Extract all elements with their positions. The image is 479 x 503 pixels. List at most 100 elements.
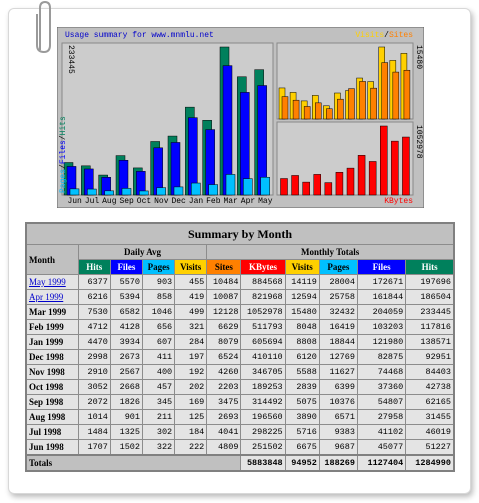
number-cell: 202 — [174, 379, 208, 395]
total-cell: 5883848 — [240, 454, 286, 472]
number-cell: 41102 — [356, 424, 407, 440]
legend-item: Hits — [59, 116, 68, 135]
x-tick-label: Mar — [223, 197, 238, 206]
number-cell: 42738 — [405, 379, 455, 395]
number-cell: 222 — [174, 439, 208, 456]
number-cell: 25758 — [318, 289, 358, 305]
number-cell: 4041 — [206, 424, 242, 440]
x-tick-label: Sep — [119, 197, 134, 206]
number-cell: 4712 — [77, 319, 111, 335]
number-cell: 62165 — [405, 394, 455, 410]
table-row: Month Daily Avg Monthly Totals — [25, 244, 455, 275]
month-cell: Jul 1998 — [25, 424, 79, 440]
table-row: Oct 1998 3052 2668 457 202 2203 189253 2839 6399… — [25, 379, 455, 395]
bar — [368, 161, 377, 196]
number-cell: 12128 — [206, 304, 242, 320]
legend-separator: / — [59, 135, 68, 140]
legend-separator: / — [384, 31, 389, 40]
number-cell: 607 — [142, 334, 176, 350]
number-cell: 8048 — [284, 319, 320, 335]
bar — [260, 176, 270, 196]
number-cell: 322 — [142, 439, 176, 456]
paperclip — [36, 0, 51, 54]
bar — [87, 188, 97, 196]
total-cell: 188269 — [318, 454, 358, 472]
number-cell: 12769 — [318, 349, 358, 365]
number-cell: 1046 — [142, 304, 176, 320]
bar — [208, 184, 218, 196]
number-cell: 3475 — [206, 394, 242, 410]
number-cell: 7530 — [77, 304, 111, 320]
number-cell: 196560 — [240, 409, 286, 425]
bar — [243, 178, 253, 196]
table-row: Jul 1998 1484 1325 302 184 4041 298225 5716 9383… — [25, 424, 455, 440]
bar — [348, 88, 355, 120]
table-row: Aug 1998 1014 901 211 125 2693 196560 3890 6571 2… — [25, 409, 455, 425]
total-cell: 1127404 — [356, 454, 407, 472]
table-row: Dec 1998 2998 2673 411 197 6524 410110 6120 1276… — [25, 349, 455, 365]
total-cell: 94952 — [284, 454, 320, 472]
number-cell: 6120 — [284, 349, 320, 365]
column-group-header: Daily Avg — [77, 244, 208, 260]
x-tick-label: May — [258, 197, 273, 206]
bar — [139, 190, 149, 196]
number-cell: 6582 — [109, 304, 144, 320]
number-cell: 11627 — [318, 364, 358, 380]
number-cell: 1052978 — [240, 304, 286, 320]
number-cell: 2673 — [109, 349, 144, 365]
number-cell: 10484 — [206, 274, 242, 290]
number-cell: 821968 — [240, 289, 286, 305]
number-cell: 1325 — [109, 424, 144, 440]
bar — [391, 140, 399, 196]
bar — [302, 181, 310, 196]
column-header: Visits — [284, 259, 320, 275]
number-cell: 511793 — [240, 319, 286, 335]
number-cell: 84403 — [405, 364, 455, 380]
number-cell: 45077 — [356, 439, 407, 456]
month-cell: Aug 1998 — [25, 409, 79, 425]
month-cell: Nov 1998 — [25, 364, 79, 380]
legend-item: KBytes — [384, 197, 413, 206]
bar — [191, 182, 201, 196]
plot-area — [276, 121, 414, 196]
number-cell: 302 — [142, 424, 176, 440]
number-cell: 14119 — [284, 274, 320, 290]
number-cell: 197 — [174, 349, 208, 365]
number-cell: 1707 — [77, 439, 111, 456]
number-cell: 5588 — [284, 364, 320, 380]
number-cell: 410110 — [240, 349, 286, 365]
number-cell: 6629 — [206, 319, 242, 335]
number-cell: 345 — [142, 394, 176, 410]
chart-title: Usage summary for www.mnmlu.net — [65, 31, 214, 40]
number-cell: 6571 — [318, 409, 358, 425]
number-cell: 4260 — [206, 364, 242, 380]
number-cell: 2998 — [77, 349, 111, 365]
number-cell: 10087 — [206, 289, 242, 305]
usage-chart: Usage summary for www.mnmlu.net 233445 Ju… — [57, 27, 424, 208]
number-cell: 411 — [142, 349, 176, 365]
column-header: KBytes — [240, 259, 286, 275]
x-tick-label: Jan — [189, 197, 204, 206]
number-cell: 3934 — [109, 334, 144, 350]
column-header: Files — [109, 259, 144, 275]
bar — [370, 87, 377, 120]
number-cell: 15480 — [284, 304, 320, 320]
column-header: Hits — [405, 259, 455, 275]
number-cell: 117816 — [405, 319, 455, 335]
month-link[interactable]: May 1999 — [29, 277, 66, 287]
month-cell: Jun 1998 — [25, 439, 79, 456]
y-axis-max: 15480 — [414, 45, 423, 69]
bar — [104, 190, 114, 196]
month-link[interactable]: Apr 1999 — [29, 292, 64, 302]
month-cell: Sep 1998 — [25, 394, 79, 410]
x-tick-label: Jun — [67, 197, 82, 206]
number-cell: 2668 — [109, 379, 144, 395]
legend: Visits/Sites — [355, 31, 413, 40]
number-cell: 3052 — [77, 379, 111, 395]
bar — [281, 96, 289, 120]
number-cell: 1484 — [77, 424, 111, 440]
month-cell: Oct 1998 — [25, 379, 79, 395]
month-cell: May 1999 — [25, 274, 79, 290]
number-cell: 189253 — [240, 379, 286, 395]
bar — [313, 174, 321, 196]
